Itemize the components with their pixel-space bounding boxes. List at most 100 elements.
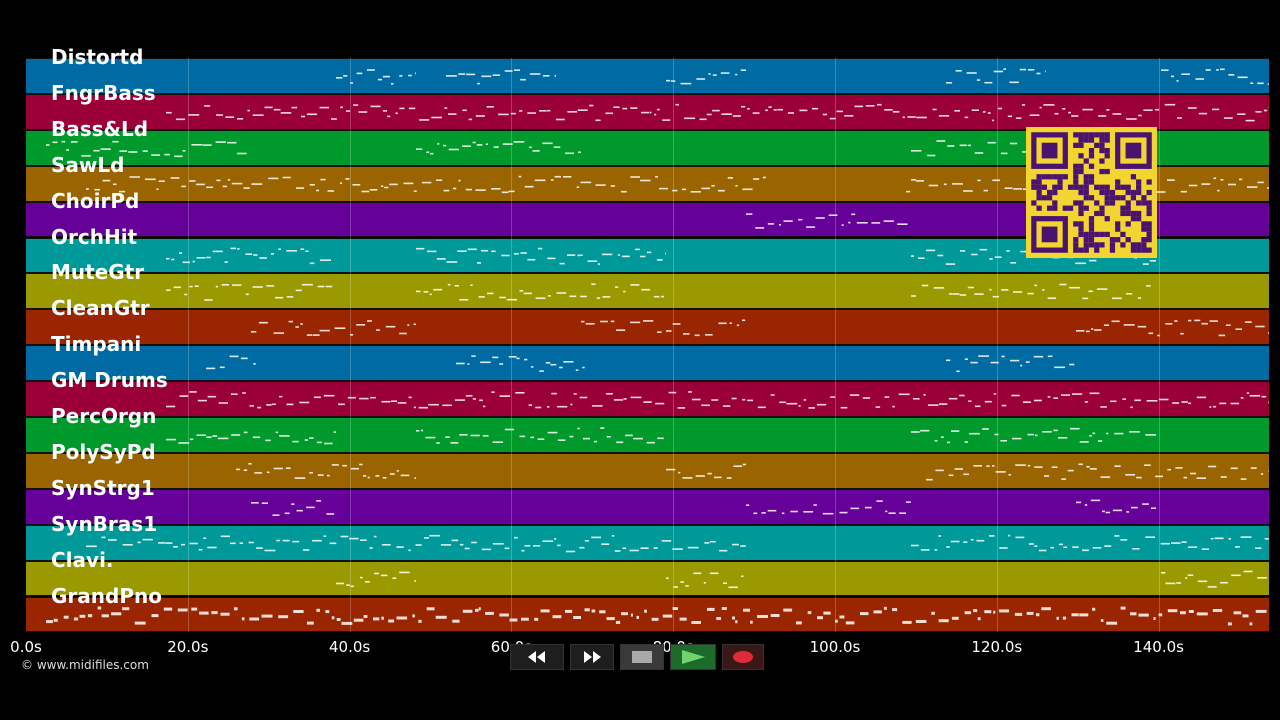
note [1247, 186, 1258, 188]
note [1134, 399, 1141, 402]
note [444, 107, 448, 109]
play-button[interactable] [670, 644, 716, 670]
note [927, 404, 939, 406]
track-lane[interactable] [26, 345, 1269, 382]
note [170, 177, 180, 179]
note [621, 255, 630, 258]
note [956, 370, 960, 373]
note [970, 538, 974, 541]
note [1028, 543, 1034, 545]
track-lane[interactable] [26, 452, 1269, 489]
note [288, 320, 293, 323]
note [655, 402, 665, 405]
note [230, 247, 236, 250]
note [519, 110, 523, 112]
note [151, 614, 159, 618]
note [225, 116, 235, 118]
note [989, 535, 995, 537]
note [491, 188, 501, 190]
note [118, 190, 126, 193]
note [845, 621, 855, 625]
note [191, 607, 198, 611]
note [984, 81, 993, 84]
note [468, 118, 473, 121]
note [777, 108, 783, 111]
fast-forward-button[interactable] [570, 644, 614, 670]
track-lane[interactable] [26, 273, 1269, 310]
note [397, 402, 407, 404]
note [679, 617, 687, 621]
note [709, 540, 716, 543]
note [382, 75, 390, 78]
note [1070, 427, 1080, 430]
note [813, 504, 817, 506]
note [601, 543, 610, 545]
track-lane[interactable] [26, 381, 1269, 417]
note [735, 73, 738, 76]
note [194, 285, 199, 287]
note [327, 190, 335, 192]
note [1062, 108, 1066, 110]
note [672, 607, 678, 610]
record-button[interactable] [722, 644, 764, 670]
note [938, 535, 942, 537]
note [885, 510, 888, 513]
stop-button[interactable] [620, 644, 664, 670]
note [623, 398, 627, 400]
track-name: SawLd [51, 152, 125, 177]
note [472, 141, 476, 144]
note [1104, 545, 1112, 547]
note [137, 541, 141, 544]
note [1226, 324, 1231, 326]
note [319, 106, 329, 109]
note [1105, 511, 1111, 514]
note [661, 540, 672, 542]
grid-line [996, 58, 998, 632]
track-lane[interactable] [26, 58, 1269, 94]
note [902, 620, 912, 624]
note [765, 109, 768, 112]
track-lane[interactable] [26, 560, 1269, 597]
note [204, 105, 211, 107]
note [746, 504, 750, 506]
note [1165, 323, 1173, 325]
note [532, 150, 540, 152]
rewind-button[interactable] [510, 644, 564, 670]
note [273, 108, 281, 111]
note [1010, 359, 1020, 362]
track-lane[interactable] [26, 309, 1269, 346]
note [712, 109, 720, 112]
note [974, 152, 984, 154]
note [245, 253, 253, 255]
note [181, 185, 186, 188]
note [1160, 542, 1170, 545]
note [767, 509, 777, 512]
note [906, 501, 911, 503]
note [982, 111, 986, 113]
note [273, 332, 284, 334]
note [323, 535, 327, 537]
note [1209, 320, 1218, 322]
note [1237, 113, 1246, 115]
note [458, 73, 466, 75]
track-lane[interactable] [26, 488, 1269, 525]
note [456, 362, 465, 365]
note [651, 617, 659, 621]
track-lane[interactable] [26, 596, 1269, 633]
note [237, 118, 244, 120]
note [971, 253, 978, 256]
note [1142, 503, 1149, 505]
note [711, 185, 715, 187]
note [66, 149, 70, 151]
note [189, 285, 193, 288]
note [1158, 398, 1169, 401]
note [1013, 291, 1023, 293]
note [913, 398, 920, 400]
track-name: GM Drums [51, 368, 168, 393]
note [948, 397, 958, 400]
note [1043, 104, 1055, 106]
note [911, 295, 917, 297]
note [1021, 104, 1026, 106]
note [786, 402, 798, 405]
note [450, 442, 459, 444]
